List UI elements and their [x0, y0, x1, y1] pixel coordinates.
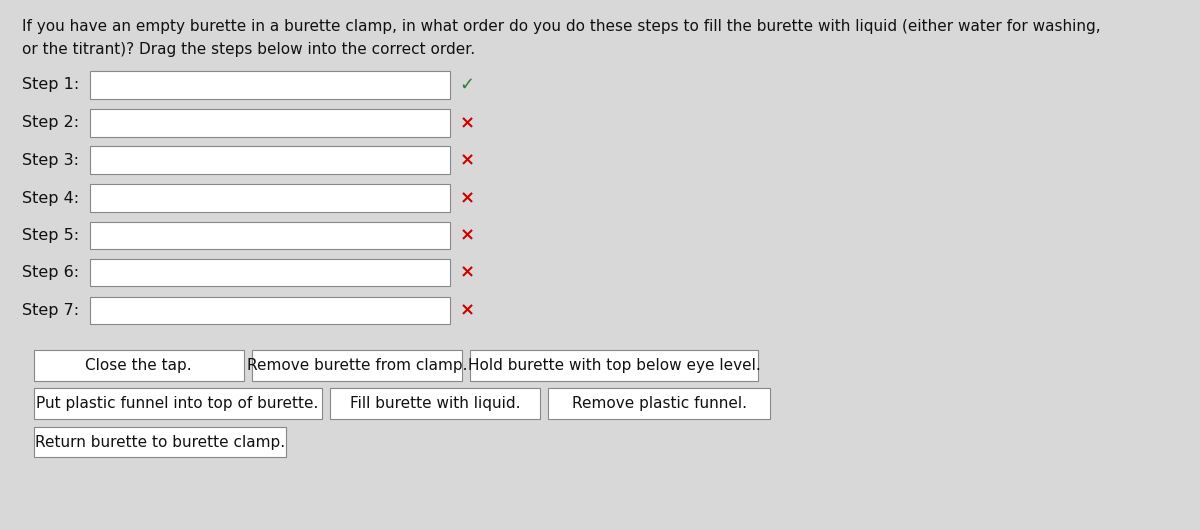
Text: or the titrant)? Drag the steps below into the correct order.: or the titrant)? Drag the steps below in…: [22, 42, 475, 57]
Text: Step 6:: Step 6:: [22, 265, 79, 280]
Text: ×: ×: [460, 151, 475, 169]
FancyBboxPatch shape: [90, 222, 450, 249]
FancyBboxPatch shape: [90, 259, 450, 286]
Text: Remove plastic funnel.: Remove plastic funnel.: [572, 396, 746, 411]
Text: Step 2:: Step 2:: [22, 116, 79, 130]
Text: ×: ×: [460, 302, 475, 320]
FancyBboxPatch shape: [90, 297, 450, 324]
Text: If you have an empty burette in a burette clamp, in what order do you do these s: If you have an empty burette in a burett…: [22, 19, 1100, 33]
Text: Step 5:: Step 5:: [22, 228, 79, 243]
FancyBboxPatch shape: [470, 350, 758, 381]
FancyBboxPatch shape: [90, 71, 450, 99]
FancyBboxPatch shape: [34, 427, 286, 457]
Text: Put plastic funnel into top of burette.: Put plastic funnel into top of burette.: [36, 396, 319, 411]
FancyBboxPatch shape: [252, 350, 462, 381]
Text: Step 1:: Step 1:: [22, 77, 79, 92]
Text: Return burette to burette clamp.: Return burette to burette clamp.: [35, 435, 284, 449]
FancyBboxPatch shape: [90, 109, 450, 137]
Text: ×: ×: [460, 114, 475, 132]
Text: Step 4:: Step 4:: [22, 191, 79, 206]
Text: ×: ×: [460, 263, 475, 281]
FancyBboxPatch shape: [34, 388, 322, 419]
FancyBboxPatch shape: [34, 350, 244, 381]
FancyBboxPatch shape: [90, 184, 450, 212]
Text: Hold burette with top below eye level.: Hold burette with top below eye level.: [468, 358, 761, 373]
Text: Close the tap.: Close the tap.: [85, 358, 192, 373]
Text: ×: ×: [460, 226, 475, 244]
FancyBboxPatch shape: [90, 146, 450, 174]
Text: Step 7:: Step 7:: [22, 303, 79, 318]
Text: Remove burette from clamp.: Remove burette from clamp.: [247, 358, 467, 373]
Text: ✓: ✓: [460, 76, 475, 94]
Text: ×: ×: [460, 189, 475, 207]
FancyBboxPatch shape: [548, 388, 770, 419]
Text: Step 3:: Step 3:: [22, 153, 79, 167]
Text: Fill burette with liquid.: Fill burette with liquid.: [349, 396, 521, 411]
FancyBboxPatch shape: [330, 388, 540, 419]
